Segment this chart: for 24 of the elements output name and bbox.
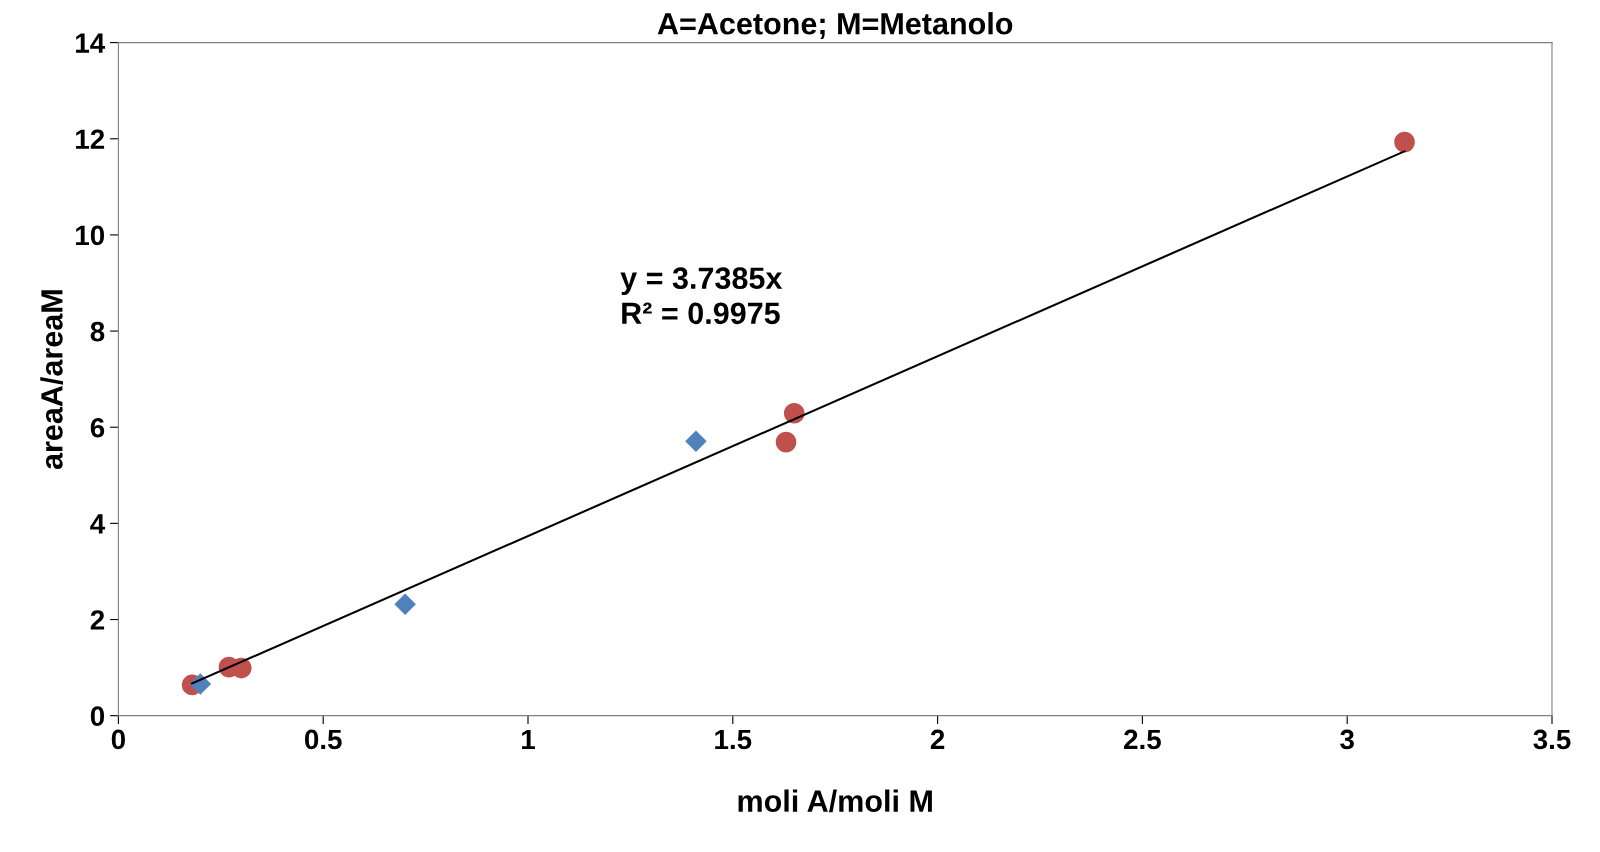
point (1394, 131, 1415, 153)
y-tick-label: 2 (90, 610, 105, 630)
point (775, 431, 797, 453)
annotation: y = 3.7385x R² = 0.9975 (620, 267, 783, 325)
y-tick-label: 6 (90, 417, 105, 438)
x-tick-label: 3 (1340, 729, 1354, 750)
x-tick-label: 1.5 (715, 729, 752, 750)
y-tick-label: 8 (90, 321, 105, 342)
point (685, 430, 707, 452)
x-tick-label: 3.5 (1533, 729, 1571, 750)
chart-title: A=Acetone; M=Metanolo (657, 12, 1013, 39)
y-tick-label: 12 (76, 129, 105, 149)
x-tick-label: 0.5 (304, 729, 342, 750)
y-tick-label: 10 (76, 225, 105, 246)
x-axis-title: moli A/moli M (738, 789, 932, 813)
x-tick-label: 1 (522, 729, 535, 749)
x-tick-label: 2 (930, 729, 945, 749)
y-tick-label: 14 (76, 33, 106, 53)
y-tick-label: 4 (90, 514, 106, 534)
y-axis-title: areaA/areaM (40, 290, 64, 470)
point (394, 593, 416, 615)
y-tick-label: 0 (90, 706, 105, 727)
x-tick-label: 0 (111, 729, 125, 750)
x-tick-label: 2.5 (1124, 729, 1161, 750)
